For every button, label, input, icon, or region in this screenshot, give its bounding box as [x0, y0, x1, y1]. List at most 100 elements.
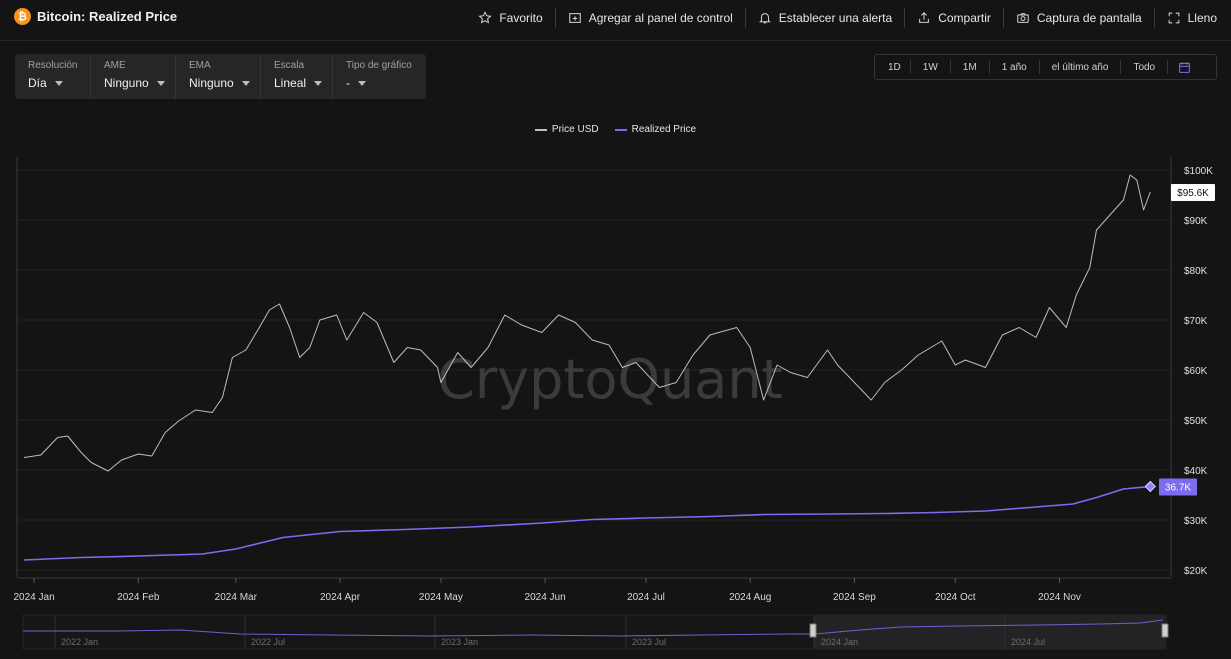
- page-title: Bitcoin: Realized Price: [37, 9, 178, 24]
- header-actions: Favorito Agregar al panel de control Est…: [466, 0, 1217, 36]
- legend-item-price-usd[interactable]: Price USD: [534, 124, 599, 135]
- set-alert-label: Establecer una alerta: [778, 11, 893, 25]
- scale-value: Lineal: [274, 76, 307, 90]
- x-tick-label: 2024 Apr: [320, 592, 361, 603]
- y-tick-label: $40K: [1184, 466, 1208, 477]
- series-line-realized-price[interactable]: [23, 485, 1151, 561]
- share-button[interactable]: Compartir: [905, 8, 1004, 28]
- range-1y-button[interactable]: 1 año: [990, 60, 1040, 74]
- y-tick-label: $30K: [1184, 516, 1208, 527]
- header: ₿ Bitcoin: Realized Price Favorito Agreg…: [0, 0, 1231, 36]
- chart-area[interactable]: $20K $30K $40K $50K $60K $70K $80K $90K $100K 202…: [0, 140, 1231, 610]
- navigator-tick-label: 2022 Jan: [61, 637, 98, 647]
- x-tick-label: 2024 Mar: [215, 592, 258, 603]
- chevron-down-icon: [241, 80, 250, 86]
- favorite-label: Favorito: [499, 11, 543, 25]
- chart-legend: Price USD Realized Price: [0, 124, 1231, 135]
- navigator-selection[interactable]: [813, 615, 1165, 649]
- star-icon: [478, 11, 492, 25]
- chevron-down-icon: [358, 80, 366, 86]
- resolution-value: Día: [28, 76, 47, 90]
- x-tick-label: 2024 Sep: [833, 592, 876, 603]
- legend-swatch-price: [534, 128, 547, 131]
- header-divider: [0, 40, 1231, 41]
- legend-swatch-realized: [614, 128, 627, 131]
- resolution-select[interactable]: Resolución Día: [15, 54, 91, 99]
- navigator-tick-label: 2023 Jan: [441, 637, 478, 647]
- add-to-dashboard-button[interactable]: Agregar al panel de control: [556, 8, 746, 28]
- screenshot-label: Captura de pantalla: [1036, 11, 1142, 25]
- share-label: Compartir: [938, 11, 991, 25]
- x-tick-label: 2024 Jan: [14, 592, 55, 603]
- y-tick-label: $80K: [1184, 266, 1208, 277]
- navigator-tick-label: 2024 Jan: [821, 637, 858, 647]
- ema-label: EMA: [189, 60, 211, 71]
- y-tick-label: $50K: [1184, 416, 1208, 427]
- range-last-year-button[interactable]: el último año: [1040, 60, 1122, 74]
- x-tick-label: 2024 Oct: [935, 592, 976, 603]
- chevron-down-icon: [54, 80, 63, 86]
- fullscreen-button[interactable]: Lleno: [1155, 8, 1217, 28]
- chart-type-select[interactable]: Tipo de gráfico -: [333, 54, 426, 99]
- calendar-icon[interactable]: [1168, 61, 1201, 74]
- legend-label-realized: Realized Price: [631, 124, 697, 135]
- navigator-right-handle[interactable]: [1161, 623, 1169, 638]
- price-last-value-label: $95.6K: [1177, 188, 1209, 199]
- x-tick-label: 2024 Nov: [1038, 592, 1081, 603]
- fullscreen-icon: [1167, 11, 1181, 25]
- range-1w-button[interactable]: 1W: [911, 60, 951, 74]
- share-icon: [917, 11, 931, 25]
- chart-type-label: Tipo de gráfico: [346, 60, 412, 71]
- favorite-button[interactable]: Favorito: [466, 8, 556, 28]
- dashboard-add-icon: [568, 11, 582, 25]
- x-tick-label: 2024 May: [419, 592, 463, 603]
- add-to-dashboard-label: Agregar al panel de control: [588, 11, 733, 25]
- x-tick-label: 2024 Feb: [117, 592, 160, 603]
- y-tick-label: $100K: [1184, 166, 1213, 177]
- x-tick-label: 2024 Aug: [729, 592, 771, 603]
- ema-select[interactable]: EMA Ninguno: [176, 54, 261, 99]
- y-tick-label: $90K: [1184, 216, 1208, 227]
- series-line-price-usd[interactable]: [23, 174, 1151, 472]
- y-tick-label: $60K: [1184, 366, 1208, 377]
- range-1m-button[interactable]: 1M: [951, 60, 990, 74]
- range-navigator[interactable]: 2022 Jan 2022 Jul 2023 Jan 2023 Jul 2024 Jan…: [0, 613, 1231, 657]
- fullscreen-label: Lleno: [1187, 11, 1217, 25]
- chart-controls: Resolución Día AME Ninguno EMA Ninguno E…: [15, 54, 426, 99]
- time-range-selector: 1D 1W 1M 1 año el último año Todo: [874, 54, 1217, 80]
- brand: ₿ Bitcoin: Realized Price: [14, 8, 177, 25]
- navigator-tick-label: 2023 Jul: [632, 637, 666, 647]
- watermark: CryptoQuant: [437, 348, 783, 411]
- navigator-series-line: [23, 619, 1164, 637]
- sma-value: Ninguno: [104, 76, 149, 90]
- navigator-left-handle[interactable]: [809, 623, 817, 638]
- realized-last-point-marker[interactable]: [1144, 480, 1156, 493]
- y-tick-label: $20K: [1184, 566, 1208, 577]
- legend-label-price: Price USD: [551, 124, 599, 135]
- screenshot-button[interactable]: Captura de pantalla: [1004, 8, 1155, 28]
- sma-label: AME: [104, 60, 126, 71]
- range-all-button[interactable]: Todo: [1121, 60, 1169, 74]
- range-1d-button[interactable]: 1D: [875, 60, 911, 74]
- chart-type-value: -: [346, 76, 350, 90]
- navigator-tick-label: 2022 Jul: [251, 637, 285, 647]
- chevron-down-icon: [156, 80, 165, 86]
- realized-last-value-box: [1159, 478, 1197, 496]
- bell-icon: [758, 11, 772, 25]
- navigator-tick-label: 2024 Jul: [1011, 637, 1045, 647]
- scale-label: Escala: [274, 60, 305, 71]
- x-tick-label: 2024 Jul: [627, 592, 665, 603]
- sma-select[interactable]: AME Ninguno: [91, 54, 176, 99]
- legend-item-realized-price[interactable]: Realized Price: [614, 124, 697, 135]
- y-tick-label: $70K: [1184, 316, 1208, 327]
- price-last-value-box: [1171, 184, 1215, 201]
- x-tick-label: 2024 Jun: [525, 592, 566, 603]
- scale-select[interactable]: Escala Lineal: [261, 54, 333, 99]
- camera-icon: [1016, 11, 1030, 25]
- ema-value: Ninguno: [189, 76, 234, 90]
- bitcoin-logo-icon: ₿: [14, 8, 31, 25]
- chevron-down-icon: [314, 80, 323, 86]
- resolution-label: Resolución: [28, 60, 78, 71]
- realized-last-value-label: 36.7K: [1165, 483, 1191, 494]
- set-alert-button[interactable]: Establecer una alerta: [746, 8, 906, 28]
